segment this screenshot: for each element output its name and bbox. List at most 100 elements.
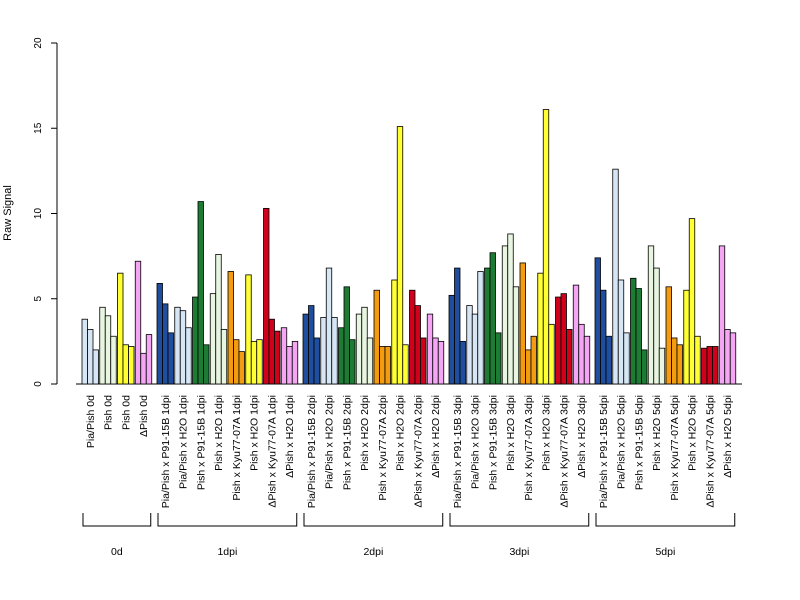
bar	[583, 335, 591, 385]
bar	[128, 346, 135, 385]
group-bracket	[82, 513, 152, 527]
category-label: Pish x H2O 3dpi	[541, 395, 553, 471]
category-label: Pia/Pish x H2O 3dpi	[470, 395, 482, 489]
bar	[612, 168, 619, 385]
bar	[432, 337, 439, 385]
bar	[495, 332, 502, 385]
bar	[414, 305, 421, 385]
bar	[653, 267, 660, 385]
bar	[117, 272, 124, 385]
category-label: Pish x H2O 5dpi	[687, 395, 699, 471]
bar	[209, 293, 217, 385]
category-label: Pia/Pish x P91-15B 2dpi	[306, 395, 318, 508]
y-tick-label: 0	[33, 381, 44, 387]
bar	[641, 349, 648, 385]
bar	[572, 284, 580, 385]
bar	[420, 337, 427, 385]
bar	[308, 305, 315, 385]
bar	[501, 245, 509, 385]
bars	[81, 109, 737, 385]
bar	[712, 346, 719, 385]
group-label: 5dpi	[655, 546, 675, 558]
bar	[484, 267, 491, 385]
bar	[729, 332, 737, 385]
bar	[203, 344, 210, 385]
bar	[402, 344, 409, 385]
group-bracket	[303, 513, 444, 527]
bar	[694, 335, 701, 385]
bar	[623, 332, 630, 385]
bar	[220, 329, 228, 385]
bar	[379, 346, 386, 385]
bar	[426, 313, 434, 385]
category-label: Pia/Pish 0d	[85, 395, 97, 448]
bar	[361, 306, 368, 385]
bar	[489, 252, 496, 385]
y-tick-label: 10	[33, 208, 44, 220]
bar	[454, 267, 461, 385]
category-label: ΔPish x Kyu77-07A 3dpi	[558, 395, 570, 508]
category-label: Pish x P91-15B 1dpi	[195, 395, 207, 490]
bar	[718, 245, 726, 385]
bar	[600, 289, 607, 385]
group-bracket	[595, 513, 736, 527]
category-label: Pish x P91-15B 2dpi	[341, 395, 353, 490]
category-label: Pish x H2O 1dpi	[249, 395, 261, 471]
bar	[658, 347, 666, 385]
bar	[706, 346, 713, 385]
bar	[635, 288, 642, 385]
bar	[355, 313, 363, 385]
category-label: ΔPish x Kyu77-07A 1dpi	[266, 395, 278, 508]
category-label: Pish x Kyu77-07A 3dpi	[523, 395, 535, 501]
bar	[542, 109, 550, 385]
bar	[256, 339, 263, 385]
category-label: ΔPish x H2O 2dpi	[430, 395, 442, 478]
bar	[548, 323, 555, 385]
category-label: Pish x H2O 2dpi	[395, 395, 407, 471]
bar	[167, 332, 174, 385]
category-label: Pia/Pish x H2O 1dpi	[178, 395, 190, 489]
bar	[384, 346, 391, 385]
bar	[578, 323, 585, 385]
bar	[215, 254, 222, 385]
category-label: Pia/Pish x P91-15B 3dpi	[452, 395, 464, 508]
bar	[92, 349, 99, 385]
y-tick-label: 5	[33, 296, 44, 302]
bar	[512, 286, 520, 385]
bar	[227, 271, 234, 385]
bar	[87, 329, 94, 385]
bar	[566, 329, 573, 385]
group-label: 1dpi	[217, 546, 237, 558]
bar	[688, 218, 696, 385]
category-label: ΔPish x Kyu77-07A 2dpi	[412, 395, 424, 508]
bar	[507, 233, 514, 385]
y-tick-label: 15	[33, 122, 44, 134]
category-label: Pish 0d	[120, 395, 132, 430]
bar	[320, 317, 327, 385]
bar	[366, 337, 374, 385]
category-label: Pish x H2O 5dpi	[651, 395, 663, 471]
bar	[477, 271, 484, 385]
bar	[671, 337, 678, 385]
category-label: Pish x H2O 1dpi	[213, 395, 225, 471]
bar	[185, 327, 192, 385]
bar	[331, 317, 338, 385]
group-brackets: 0d 1dpi 2dpi 3dpi 5dpi	[82, 513, 736, 558]
category-label: ΔPish x H2O 1dpi	[284, 395, 296, 478]
bar	[313, 337, 320, 385]
bar	[140, 352, 147, 385]
bar	[338, 327, 345, 385]
bar	[99, 306, 106, 385]
bar	[286, 346, 293, 385]
category-label: Pish x H2O 2dpi	[359, 395, 371, 471]
bar	[396, 126, 404, 385]
y-axis: 0 5 10 15 20	[33, 37, 58, 387]
bar	[302, 313, 309, 385]
bar	[104, 315, 112, 385]
bar	[245, 274, 252, 385]
bar	[349, 339, 356, 385]
category-label: ΔPish x H2O 3dpi	[576, 395, 588, 478]
bar	[448, 294, 455, 385]
bar	[238, 351, 245, 385]
bar	[437, 340, 445, 385]
